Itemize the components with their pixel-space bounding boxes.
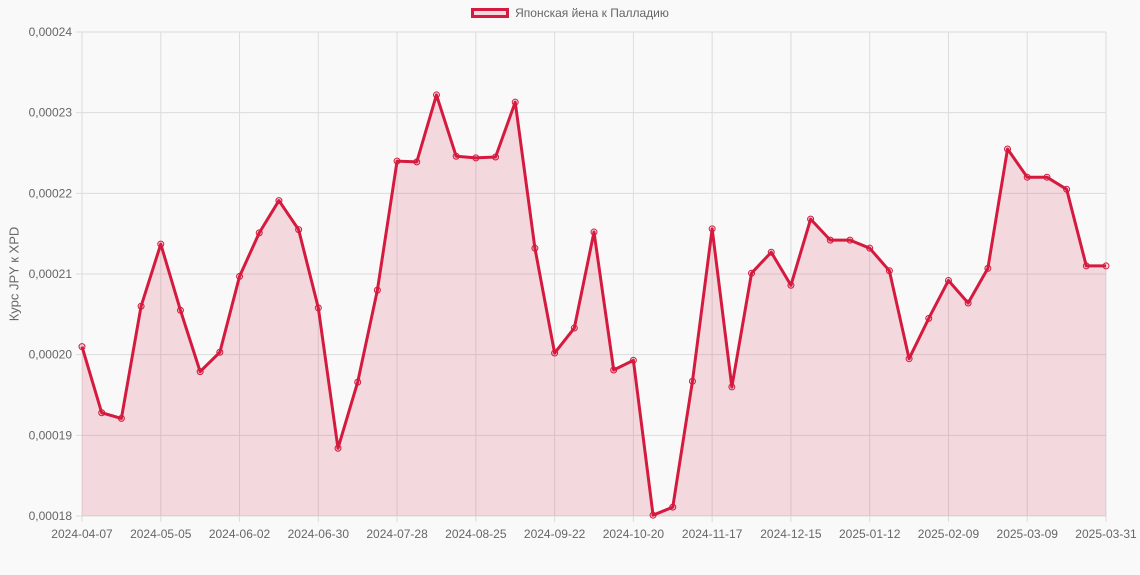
y-tick-label: 0,00023 <box>29 106 73 120</box>
data-point <box>787 281 795 289</box>
data-point <box>117 414 125 422</box>
x-tick-label: 2025-03-31 <box>1075 527 1137 541</box>
data-point <box>314 304 322 312</box>
x-tick-label: 2024-06-02 <box>209 527 271 541</box>
data-point <box>236 272 244 280</box>
y-tick-label: 0,00018 <box>29 509 73 523</box>
data-point <box>905 355 913 363</box>
data-point <box>216 348 224 356</box>
data-point <box>866 244 874 252</box>
data-point <box>826 236 834 244</box>
data-point <box>255 229 263 237</box>
data-point <box>1043 173 1051 181</box>
data-point <box>688 377 696 385</box>
data-point <box>98 409 106 417</box>
data-point <box>964 299 972 307</box>
data-point <box>373 286 381 294</box>
data-point <box>157 240 165 248</box>
data-point <box>393 157 401 165</box>
data-point <box>472 154 480 162</box>
area-fill <box>82 94 1106 517</box>
data-point <box>275 197 283 205</box>
data-point <box>944 276 952 284</box>
data-point <box>531 244 539 252</box>
data-point <box>78 343 86 351</box>
x-tick-label: 2024-05-05 <box>130 527 192 541</box>
data-point <box>807 215 815 223</box>
data-point <box>649 511 657 519</box>
x-tick-label: 2024-11-17 <box>682 527 743 541</box>
data-point <box>452 152 460 160</box>
data-point <box>669 503 677 511</box>
data-line <box>80 93 1106 517</box>
x-tick-label: 2024-07-28 <box>366 527 428 541</box>
data-point <box>334 444 342 452</box>
data-point <box>728 383 736 391</box>
data-point <box>413 158 421 166</box>
data-point <box>570 324 578 332</box>
y-axis-title: Курс JPY к XPD <box>6 226 22 322</box>
x-tick-label: 2024-12-15 <box>760 527 822 541</box>
data-point <box>492 153 500 161</box>
x-tick-label: 2024-04-07 <box>51 527 113 541</box>
data-point <box>295 226 303 234</box>
data-point <box>925 314 933 322</box>
x-tick-label: 2024-10-20 <box>603 527 665 541</box>
x-tick-label: 2025-03-09 <box>997 527 1059 541</box>
x-tick-label: 2024-06-30 <box>288 527 350 541</box>
data-point <box>1102 262 1110 270</box>
data-point <box>511 98 519 106</box>
x-tick-label: 2024-08-25 <box>445 527 507 541</box>
y-tick-label: 0,00020 <box>29 348 73 362</box>
data-point <box>708 225 716 233</box>
data-point <box>984 264 992 272</box>
data-point <box>590 228 598 236</box>
data-point <box>176 306 184 314</box>
data-point <box>748 269 756 277</box>
data-point <box>846 236 854 244</box>
legend[interactable]: Японская йена к Палладию <box>0 6 1140 20</box>
legend-swatch <box>471 8 510 18</box>
x-tick-label: 2025-01-12 <box>839 527 901 541</box>
data-point <box>137 302 145 310</box>
data-point <box>885 267 893 275</box>
y-tick-label: 0,00019 <box>29 428 73 442</box>
x-tick-label: 2024-09-22 <box>524 527 586 541</box>
data-point <box>610 366 618 374</box>
data-point <box>767 248 775 256</box>
data-point <box>1082 262 1090 270</box>
y-tick-label: 0,00021 <box>29 267 73 281</box>
y-tick-label: 0,00024 <box>29 25 73 39</box>
data-point <box>1063 185 1071 193</box>
data-point <box>354 378 362 386</box>
data-point <box>1004 145 1012 153</box>
data-point <box>1023 173 1031 181</box>
y-tick-label: 0,00022 <box>29 186 73 200</box>
legend-label: Японская йена к Палладию <box>515 6 669 20</box>
data-point <box>432 91 440 99</box>
data-point <box>551 349 559 357</box>
x-tick-label: 2025-02-09 <box>918 527 980 541</box>
data-point <box>629 356 637 364</box>
data-point <box>196 368 204 376</box>
